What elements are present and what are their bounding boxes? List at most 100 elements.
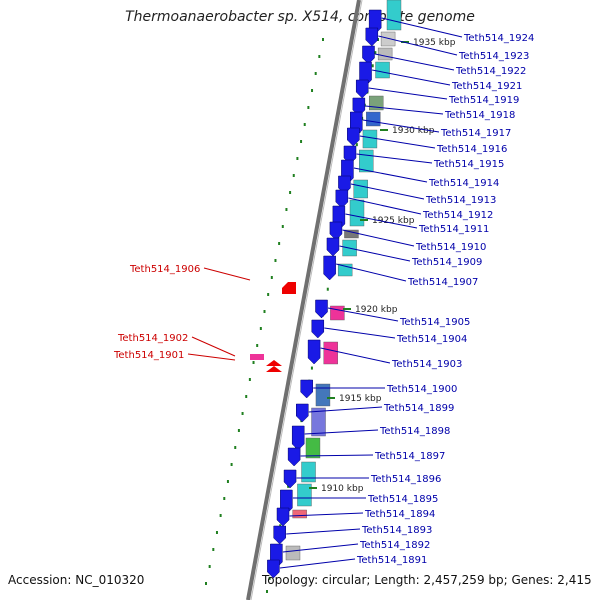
gene-label-leader: [304, 429, 379, 435]
outer-tick-dot: [281, 225, 284, 228]
outer-tick-dot: [285, 208, 288, 211]
gene-arrow-reverse: [266, 360, 282, 372]
gene-label-leader: [368, 87, 448, 100]
gene-label-forward: Teth514_1905: [399, 317, 470, 328]
gene-label-forward: Teth514_1894: [364, 509, 435, 520]
outer-tick-dot: [314, 72, 317, 75]
outer-tick-dot: [270, 276, 273, 279]
outer-tick-dot: [303, 123, 306, 126]
gene-feature-block: [301, 461, 316, 483]
gene-label-leader: [362, 119, 440, 133]
gene-arrow-forward: [315, 299, 328, 319]
gene-arrow-forward: [283, 469, 297, 489]
inner-tick-dot: [268, 576, 271, 580]
gene-arrow-forward: [273, 525, 286, 545]
kbp-tick-label: 1930 kbp: [392, 126, 435, 136]
gene-label-forward: Teth514_1918: [444, 110, 515, 121]
outer-tick-dot: [256, 344, 259, 347]
kbp-tick-label: 1935 kbp: [413, 38, 456, 48]
kbp-tick-label: 1910 kbp: [321, 484, 364, 494]
gene-label-forward: Teth514_1921: [451, 81, 522, 92]
gene-label-leader: [279, 558, 356, 569]
gene-label-forward: Teth514_1899: [383, 403, 454, 414]
outer-tick-dot: [322, 38, 324, 41]
gene-label-forward: Teth514_1903: [391, 359, 462, 370]
outer-tick-dot: [289, 191, 292, 194]
gene-feature-block: [305, 437, 321, 459]
outer-tick-dot: [274, 259, 277, 262]
gene-arrow-forward: [362, 45, 375, 65]
gene-label-forward: Teth514_1904: [396, 334, 467, 345]
outer-tick-dot: [245, 395, 248, 398]
gene-arrow-reverse: [282, 282, 296, 294]
gene-label-leader: [324, 327, 396, 339]
gene-label-forward: Teth514_1909: [411, 257, 482, 268]
gene-feature-block: [380, 31, 396, 47]
gene-label-forward: Teth514_1911: [418, 224, 489, 235]
gene-label-leader: [289, 512, 364, 517]
outer-tick-dot: [252, 361, 255, 364]
outer-tick-dot: [212, 548, 215, 551]
gene-label-leader: [345, 213, 418, 229]
gene-feature-block: [311, 407, 326, 437]
gene-feature-block: [323, 341, 338, 365]
inner-tick-dot: [371, 64, 374, 68]
kbp-tick-label: 1925 kbp: [372, 216, 415, 226]
inner-tick-dot: [326, 287, 329, 291]
kbp-tick-label: 1915 kbp: [339, 394, 382, 404]
gene-feature-block: [362, 129, 378, 149]
gene-feature-block: [349, 199, 365, 227]
gene-arrow-forward: [365, 27, 379, 47]
gene-label-leader: [320, 347, 391, 364]
gene-arrow-forward: [276, 507, 290, 527]
gene-arrow-forward: [287, 447, 301, 467]
gene-feature-block: [353, 179, 368, 199]
outer-tick-dot: [208, 565, 211, 568]
gene-label-leader: [308, 406, 383, 413]
inner-tick-dot: [310, 366, 313, 370]
gene-label-forward: Teth514_1897: [374, 451, 445, 462]
outer-tick-dot: [215, 531, 218, 534]
gene-label-forward: Teth514_1917: [440, 128, 511, 139]
gene-label-leader: [371, 69, 451, 86]
gene-label-forward: Teth514_1896: [370, 474, 441, 485]
outer-tick-dot: [318, 55, 321, 58]
gene-label-reverse: Teth514_1902: [117, 333, 188, 344]
inner-tick-dot: [355, 143, 358, 147]
gene-label-leader: [203, 267, 251, 281]
chromosome-backbone-shadow: [250, 0, 363, 600]
gene-label-forward: Teth514_1910: [415, 242, 486, 253]
gene-label-reverse: Teth514_1901: [113, 350, 184, 361]
gene-label-forward: Teth514_1892: [359, 540, 430, 551]
gene-feature-block: [292, 509, 307, 519]
gene-label-forward: Teth514_1913: [425, 195, 496, 206]
inner-tick-dot: [374, 51, 377, 55]
gene-feature-block: [386, 0, 402, 31]
gene-label-leader: [348, 197, 422, 215]
outer-tick-dot: [241, 412, 244, 415]
summary-text: Topology: circular; Length: 2,457,259 bp…: [262, 573, 592, 587]
accession-text: Accession: NC_010320: [8, 573, 145, 587]
gene-label-forward: Teth514_1919: [448, 95, 519, 106]
gene-label-leader: [374, 53, 455, 71]
gene-label-forward: Teth514_1895: [367, 494, 438, 505]
outer-tick-dot: [259, 327, 262, 330]
outer-tick-dot: [226, 480, 229, 483]
outer-tick-dot: [311, 89, 314, 92]
gene-feature-block: [359, 149, 374, 173]
gene-arrow-forward: [311, 319, 325, 339]
outer-tick-dot: [248, 378, 251, 381]
gene-label-leader: [359, 135, 436, 149]
gene-label-forward: Teth514_1893: [361, 525, 432, 536]
outer-tick-dot: [296, 157, 299, 160]
gene-arrow-forward: [296, 403, 309, 423]
gene-label-forward: Teth514_1898: [379, 426, 450, 437]
inner-tick-dot: [266, 590, 268, 593]
outer-tick-dot: [307, 106, 310, 109]
outer-tick-dot: [237, 429, 240, 432]
gene-label-forward: Teth514_1912: [422, 210, 493, 221]
outer-tick-dot: [300, 140, 303, 143]
gene-label-leader: [187, 353, 236, 361]
gene-label-leader: [327, 307, 399, 322]
gene-label-leader: [378, 35, 458, 56]
